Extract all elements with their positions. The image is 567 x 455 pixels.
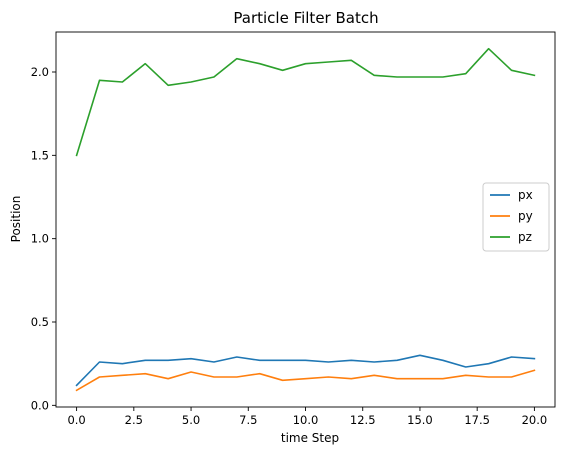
y-tick-label: 2.0: [31, 65, 49, 79]
x-tick-label: 17.5: [464, 413, 490, 427]
x-tick-label: 5.0: [182, 413, 200, 427]
x-axis-ticks: 0.0 2.5 5.0 7.5 10.0 12.5 15.0 17.5 20.0: [67, 407, 547, 427]
y-axis-ticks: 0.0 0.5 1.0 1.5 2.0: [31, 65, 56, 412]
y-tick-label: 0.0: [31, 398, 49, 412]
y-tick-label: 0.5: [31, 315, 49, 329]
x-tick-label: 20.0: [522, 413, 548, 427]
y-tick-label: 1.0: [31, 232, 49, 246]
legend-label-px: px: [518, 188, 533, 202]
chart-title: Particle Filter Batch: [233, 9, 378, 27]
legend-label-py: py: [518, 209, 533, 223]
x-tick-label: 2.5: [125, 413, 143, 427]
legend-label-pz: pz: [518, 230, 532, 244]
x-tick-label: 10.0: [293, 413, 319, 427]
x-tick-label: 12.5: [350, 413, 376, 427]
plot-area: [55, 31, 556, 408]
legend-box: [482, 182, 550, 252]
series-line-py: [75, 369, 536, 392]
x-tick-label: 0.0: [67, 413, 85, 427]
x-axis-label: time Step: [281, 431, 339, 445]
series-line-pz: [75, 47, 536, 157]
plot-frame: [55, 31, 556, 408]
legend: px py pz: [482, 182, 550, 252]
x-tick-label: 7.5: [239, 413, 257, 427]
y-axis-label: Position: [9, 196, 23, 243]
series-line-px: [75, 354, 536, 387]
y-tick-label: 1.5: [31, 148, 49, 162]
x-tick-label: 15.0: [407, 413, 433, 427]
